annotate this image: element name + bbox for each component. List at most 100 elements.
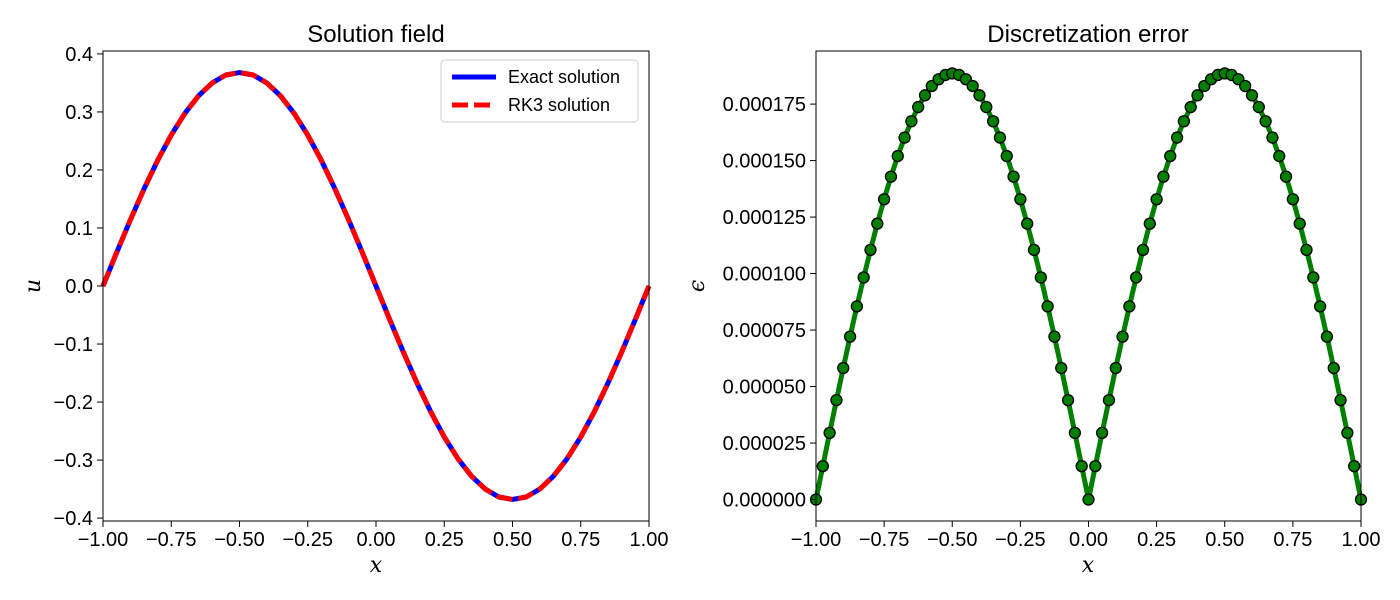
discretization-error-x-tick-label: 0.50 bbox=[1205, 529, 1244, 551]
discretization-error-x-tick-label: −0.75 bbox=[859, 529, 910, 551]
discretization-error-data-point bbox=[884, 170, 898, 183]
solution-field-title: Solution field bbox=[307, 21, 444, 48]
discretization-error-data-point bbox=[1109, 361, 1122, 375]
discretization-error-x-ticks: −1.00 −0.75 −0.50 −0.25 0.00 0.25 0.50 0.75 1.00 bbox=[791, 521, 1381, 551]
discretization-error-data-point bbox=[1259, 115, 1272, 128]
discretization-error-y-tick-label: 0.000025 bbox=[723, 433, 806, 455]
solution-field-x-tick-label: −1.00 bbox=[78, 529, 129, 551]
discretization-error-y-tick-label: 0.000100 bbox=[723, 264, 806, 286]
discretization-error-y-tick-label: 0.000000 bbox=[723, 490, 806, 512]
discretization-error-data-point bbox=[830, 393, 843, 407]
discretization-error-x-tick-label: −0.50 bbox=[927, 529, 978, 551]
discretization-error-data-point bbox=[905, 115, 918, 128]
discretization-error-data-point bbox=[1048, 330, 1061, 343]
solution-field-y-tick-label: 0.1 bbox=[65, 218, 93, 240]
solution-field-y-tick-label: 0.3 bbox=[65, 102, 93, 124]
discretization-error-data-point bbox=[871, 217, 884, 230]
solution-field-x-tick-label: 0.50 bbox=[493, 529, 532, 551]
discretization-error-data-point bbox=[1007, 170, 1020, 183]
discretization-error-data-point bbox=[1123, 300, 1136, 313]
discretization-error-data-point bbox=[1320, 330, 1334, 343]
discretization-error-data-point bbox=[877, 193, 891, 206]
discretization-error-data-point bbox=[1034, 271, 1047, 284]
discretization-error-data-point bbox=[1266, 131, 1279, 144]
discretization-error-x-axis-label: x bbox=[1082, 553, 1095, 578]
discretization-error-data-point bbox=[918, 89, 932, 102]
solution-field-plot-area bbox=[100, 70, 652, 502]
discretization-error-data-point bbox=[1061, 393, 1075, 407]
discretization-error-y-axis-label: ϵ bbox=[685, 280, 710, 292]
solution-field-x-tick-label: −0.25 bbox=[282, 529, 333, 551]
discretization-error-data-point bbox=[1130, 271, 1143, 284]
solution-field-y-tick-label: 0.4 bbox=[65, 44, 93, 66]
solution-field-x-tick-label: −0.50 bbox=[214, 529, 265, 551]
solution-field-x-tick-label: −0.75 bbox=[146, 529, 197, 551]
solution-field-y-tick-label: 0.0 bbox=[65, 276, 93, 298]
discretization-error-data-point bbox=[1286, 193, 1300, 206]
discretization-error-data-point bbox=[1157, 170, 1170, 183]
discretization-error-data-point bbox=[1170, 131, 1184, 144]
legend-label-exact-solution: Exact solution bbox=[508, 67, 620, 87]
discretization-error-data-point bbox=[1177, 115, 1191, 128]
solution-field-y-tick-label: −0.3 bbox=[54, 450, 93, 472]
discretization-error-data-point bbox=[1102, 393, 1116, 407]
discretization-error-data-point bbox=[1164, 149, 1177, 163]
discretization-error-data-point bbox=[1150, 193, 1163, 206]
discretization-error-data-point bbox=[1021, 217, 1034, 230]
discretization-error-data-point bbox=[1027, 243, 1041, 257]
discretization-error-data-point bbox=[1082, 493, 1095, 506]
discretization-error-data-point bbox=[1245, 89, 1259, 102]
discretization-error-data-point bbox=[1000, 149, 1013, 163]
discretization-error-data-point bbox=[1334, 393, 1347, 407]
solution-field-x-tick-label: 0.00 bbox=[357, 529, 396, 551]
discretization-error-y-tick-label: 0.000150 bbox=[723, 151, 806, 173]
discretization-error-y-tick-label: 0.000175 bbox=[723, 94, 806, 116]
discretization-error-data-point bbox=[1014, 193, 1027, 206]
discretization-error-data-point bbox=[966, 79, 979, 93]
discretization-error-plot-area bbox=[809, 67, 1368, 506]
solution-field-rk3-solution-series-line bbox=[100, 70, 652, 502]
discretization-error-y-tick-label: 0.000050 bbox=[723, 377, 806, 399]
discretization-error-data-point bbox=[1348, 459, 1361, 473]
solution-field-y-tick-label: −0.4 bbox=[54, 508, 93, 530]
discretization-error-y-tick-label: 0.000125 bbox=[723, 207, 806, 229]
discretization-error-data-point bbox=[843, 330, 857, 343]
discretization-error-y-tick-label: 0.000075 bbox=[723, 320, 806, 342]
discretization-error-data-point bbox=[1239, 79, 1252, 93]
discretization-error-data-point bbox=[816, 459, 829, 473]
solution-field-y-tick-label: −0.2 bbox=[54, 392, 93, 414]
discretization-error-data-point bbox=[1313, 300, 1327, 313]
discretization-error-x-tick-label: 0.00 bbox=[1069, 529, 1108, 551]
discretization-error-data-point bbox=[857, 271, 870, 284]
solution-field-x-tick-label: 0.75 bbox=[561, 529, 600, 551]
discretization-error-x-tick-label: 0.25 bbox=[1137, 529, 1176, 551]
discretization-error-title: Discretization error bbox=[987, 21, 1188, 48]
discretization-error-data-point bbox=[823, 426, 836, 440]
solution-field-y-ticks: −0.4 −0.3 −0.2 −0.1 0.0 0.1 0.2 0.3 0.4 bbox=[54, 44, 103, 530]
solution-field-legend: Exact solution RK3 solution bbox=[440, 59, 639, 123]
discretization-error-data-point bbox=[1075, 459, 1088, 473]
discretization-error-data-point bbox=[1252, 100, 1265, 114]
discretization-error-data-point bbox=[1300, 243, 1313, 257]
discretization-error-data-point bbox=[1279, 170, 1293, 183]
solution-field-x-ticks: −1.00 −0.75 −0.50 −0.25 0.00 0.25 0.50 0.75 1.00 bbox=[78, 521, 669, 551]
discretization-error-y-ticks: 0.000000 0.000025 0.000050 0.000075 0.000100… bbox=[723, 94, 816, 512]
discretization-error-data-point bbox=[980, 100, 993, 114]
discretization-error-data-point bbox=[1184, 100, 1197, 114]
discretization-error-data-point bbox=[1273, 149, 1286, 163]
discretization-error-data-point bbox=[1341, 426, 1354, 440]
discretization-error-x-tick-label: −0.25 bbox=[995, 529, 1046, 551]
solution-field-y-tick-label: 0.2 bbox=[65, 160, 93, 182]
discretization-error-x-tick-label: 1.00 bbox=[1342, 529, 1381, 551]
discretization-error-data-point bbox=[1041, 300, 1054, 313]
discretization-error-data-point bbox=[1327, 361, 1340, 375]
solution-field-panel: Solution field −1.00 −0.75 −0.50 −0.25 0.00 0… bbox=[21, 21, 668, 578]
discretization-error-data-point bbox=[1136, 243, 1150, 257]
solution-field-x-tick-label: 1.00 bbox=[630, 529, 669, 551]
discretization-error-data-point bbox=[1116, 330, 1129, 343]
discretization-error-x-tick-label: 0.75 bbox=[1273, 529, 1312, 551]
discretization-error-data-point bbox=[1055, 361, 1068, 375]
discretization-error-data-point bbox=[912, 100, 925, 114]
discretization-error-data-point bbox=[891, 149, 904, 163]
